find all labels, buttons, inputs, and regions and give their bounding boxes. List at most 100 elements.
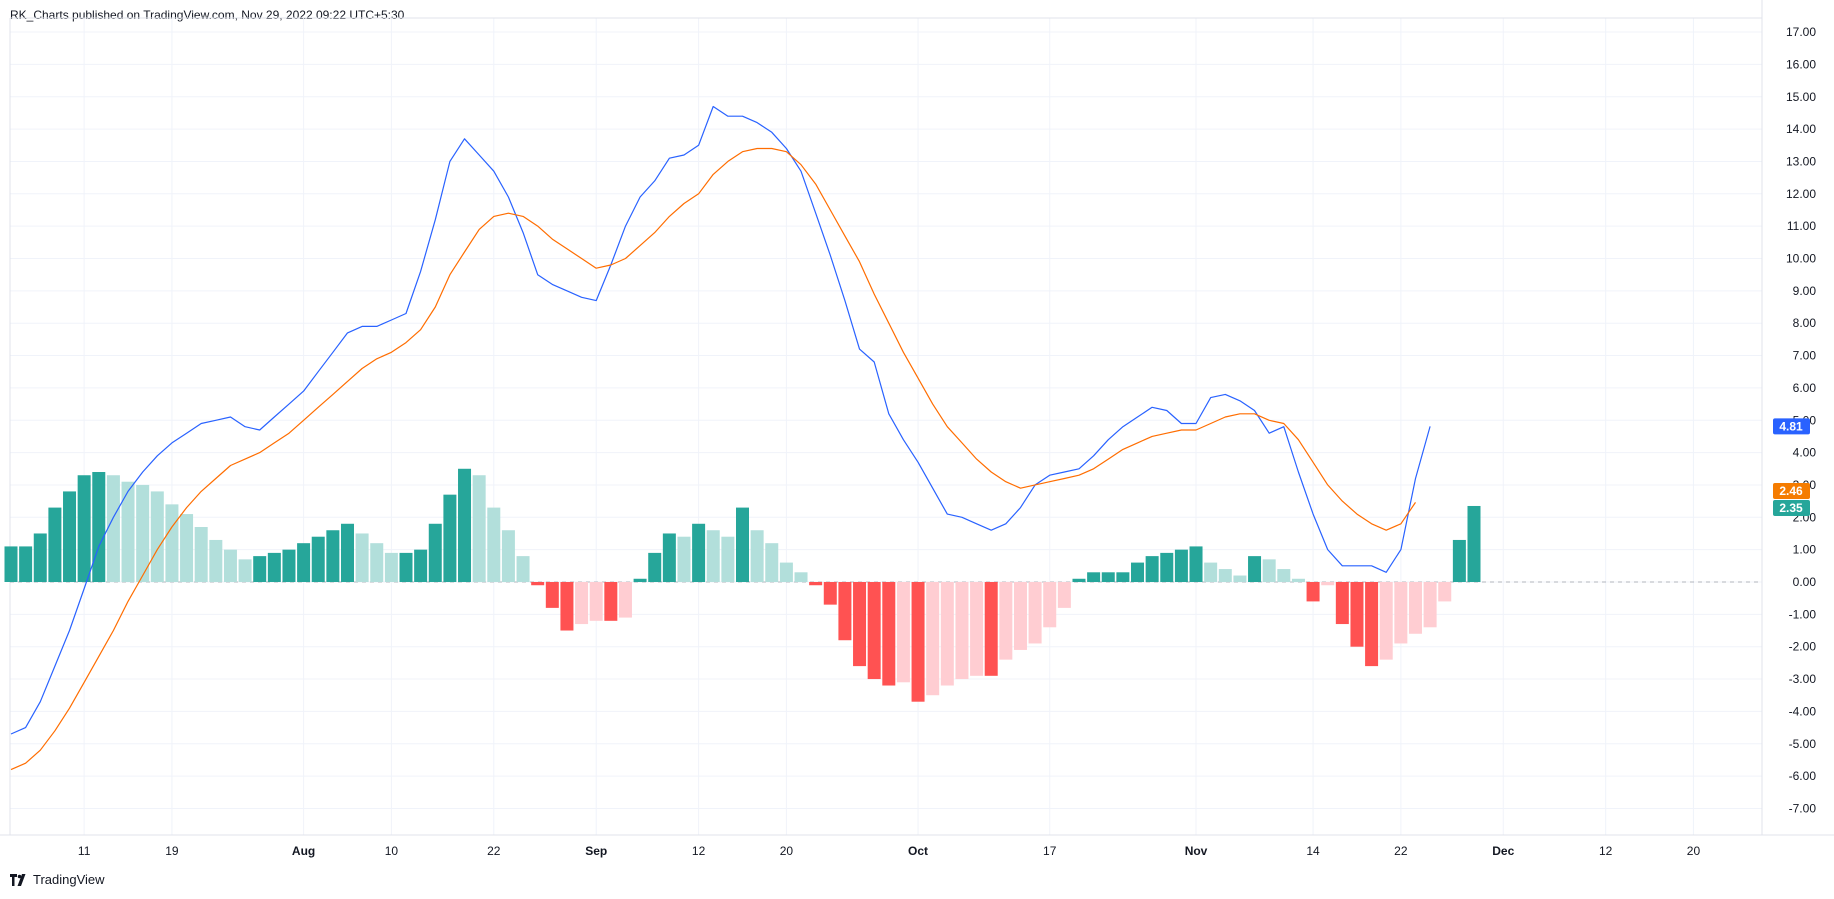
histogram-bar	[4, 546, 18, 582]
histogram-bar	[1452, 539, 1466, 582]
histogram-bar	[1013, 582, 1027, 650]
histogram-bar	[750, 530, 764, 582]
histogram-bar	[311, 536, 325, 582]
macd-chart[interactable]: 17.00 16.00 15.00 14.00 13.00 12.00 11.00 10.00…	[0, 0, 1834, 860]
histogram-bar	[428, 523, 442, 582]
histogram-bar	[63, 491, 77, 582]
histogram-bar	[1467, 505, 1481, 582]
price-tick-label: -6.00	[1789, 769, 1817, 783]
histogram-bar	[794, 572, 808, 582]
histogram-bar	[779, 562, 793, 582]
histogram-bar	[853, 582, 867, 667]
time-tick-label: 11	[78, 844, 91, 858]
histogram-bar	[999, 582, 1013, 660]
time-tick-label: Aug	[292, 844, 315, 858]
price-tick-label: 8.00	[1793, 316, 1817, 330]
histogram-bar	[1233, 575, 1247, 582]
last-value-badge	[1773, 418, 1810, 435]
histogram-bar	[501, 530, 515, 582]
histogram-bar	[516, 556, 530, 582]
histogram-bar	[1043, 582, 1057, 628]
histogram-bar	[896, 582, 910, 683]
histogram-bar	[575, 582, 589, 625]
price-tick-label: 7.00	[1793, 349, 1817, 363]
histogram-bar	[1218, 569, 1232, 582]
signal-line	[10, 147, 1416, 771]
histogram-bar	[1408, 582, 1422, 634]
time-tick-label: Nov	[1185, 844, 1208, 858]
histogram-bar	[911, 582, 925, 702]
histogram-bar	[970, 582, 984, 676]
price-tick-label: 6.00	[1793, 381, 1817, 395]
price-tick-label: 15.00	[1786, 90, 1816, 104]
time-tick-label: 12	[1599, 844, 1613, 858]
histogram-bar	[33, 533, 47, 582]
histogram-bar	[648, 552, 662, 582]
histogram-bar	[1262, 559, 1276, 582]
price-tick-label: 16.00	[1786, 57, 1816, 71]
histogram-bar	[531, 582, 545, 586]
price-tick-label: 4.00	[1793, 446, 1817, 460]
price-axis[interactable]: 17.00 16.00 15.00 14.00 13.00 12.00 11.00 10.00…	[1761, 0, 1817, 835]
histogram-bar	[545, 582, 559, 608]
histogram-bar	[1379, 582, 1393, 660]
chart-grid	[9, 17, 1762, 835]
histogram-bar	[984, 582, 998, 676]
histogram-bar	[180, 514, 194, 582]
histogram-bar	[1277, 569, 1291, 582]
histogram-bar	[677, 536, 691, 582]
histogram-bar	[706, 530, 720, 582]
histogram-bar	[1116, 572, 1130, 582]
histogram-bar	[1438, 582, 1452, 602]
histogram-bar	[414, 549, 428, 582]
histogram-bar	[443, 494, 457, 582]
histogram-bar	[209, 539, 223, 582]
time-tick-label: 17	[1043, 844, 1057, 858]
price-tick-label: 0.00	[1793, 575, 1817, 589]
time-axis[interactable]: 11 19 Aug 10 22 Sep 12 20 Oct 17 Nov 14 22 Dec 12 20	[0, 834, 1834, 858]
histogram-bar	[1087, 572, 1101, 582]
histogram-bar	[1350, 582, 1364, 647]
price-tick-label: -7.00	[1789, 801, 1817, 815]
histogram-bar	[487, 507, 501, 582]
histogram-bar	[1394, 582, 1408, 644]
histogram-bar	[560, 582, 574, 631]
histogram-bar	[1174, 549, 1188, 582]
histogram-bar	[19, 546, 33, 582]
histogram-bar	[223, 549, 237, 582]
histogram-bar	[1365, 582, 1379, 667]
histogram-bar	[1145, 556, 1159, 582]
histogram-bar	[940, 582, 954, 686]
last-value-labels: 4.81 2.46 2.35	[1773, 418, 1810, 516]
price-tick-label: -4.00	[1789, 704, 1817, 718]
time-tick-label: 14	[1306, 844, 1320, 858]
histogram-bar	[150, 491, 164, 582]
tradingview-footer[interactable]: TradingView	[10, 872, 105, 887]
histogram-bar	[297, 543, 311, 582]
histogram-bar	[721, 536, 735, 582]
time-tick-label: 20	[780, 844, 794, 858]
histogram-bar	[384, 552, 398, 582]
price-tick-label: 9.00	[1793, 284, 1817, 298]
histogram-bar	[1028, 582, 1042, 644]
histogram-bar	[838, 582, 852, 641]
histogram-bar	[355, 533, 369, 582]
histogram-bar	[1204, 562, 1218, 582]
price-tick-label: 17.00	[1786, 25, 1816, 39]
histogram-bar	[1189, 546, 1203, 582]
histogram-bar	[1291, 578, 1305, 582]
histogram-bar	[1306, 582, 1320, 602]
histogram-bar	[604, 582, 618, 621]
histogram-bar	[165, 504, 179, 582]
time-tick-label: 22	[1394, 844, 1408, 858]
histogram-bar	[662, 533, 676, 582]
time-tick-label: 20	[1687, 844, 1701, 858]
histogram-bar	[1057, 582, 1071, 608]
macd-line	[10, 105, 1431, 735]
time-tick-label: Sep	[585, 844, 607, 858]
histogram-bar	[1321, 582, 1335, 586]
histogram-bar	[92, 472, 106, 582]
histogram-bar	[370, 543, 384, 582]
tradingview-brand: TradingView	[33, 872, 105, 887]
time-tick-label: 22	[487, 844, 501, 858]
